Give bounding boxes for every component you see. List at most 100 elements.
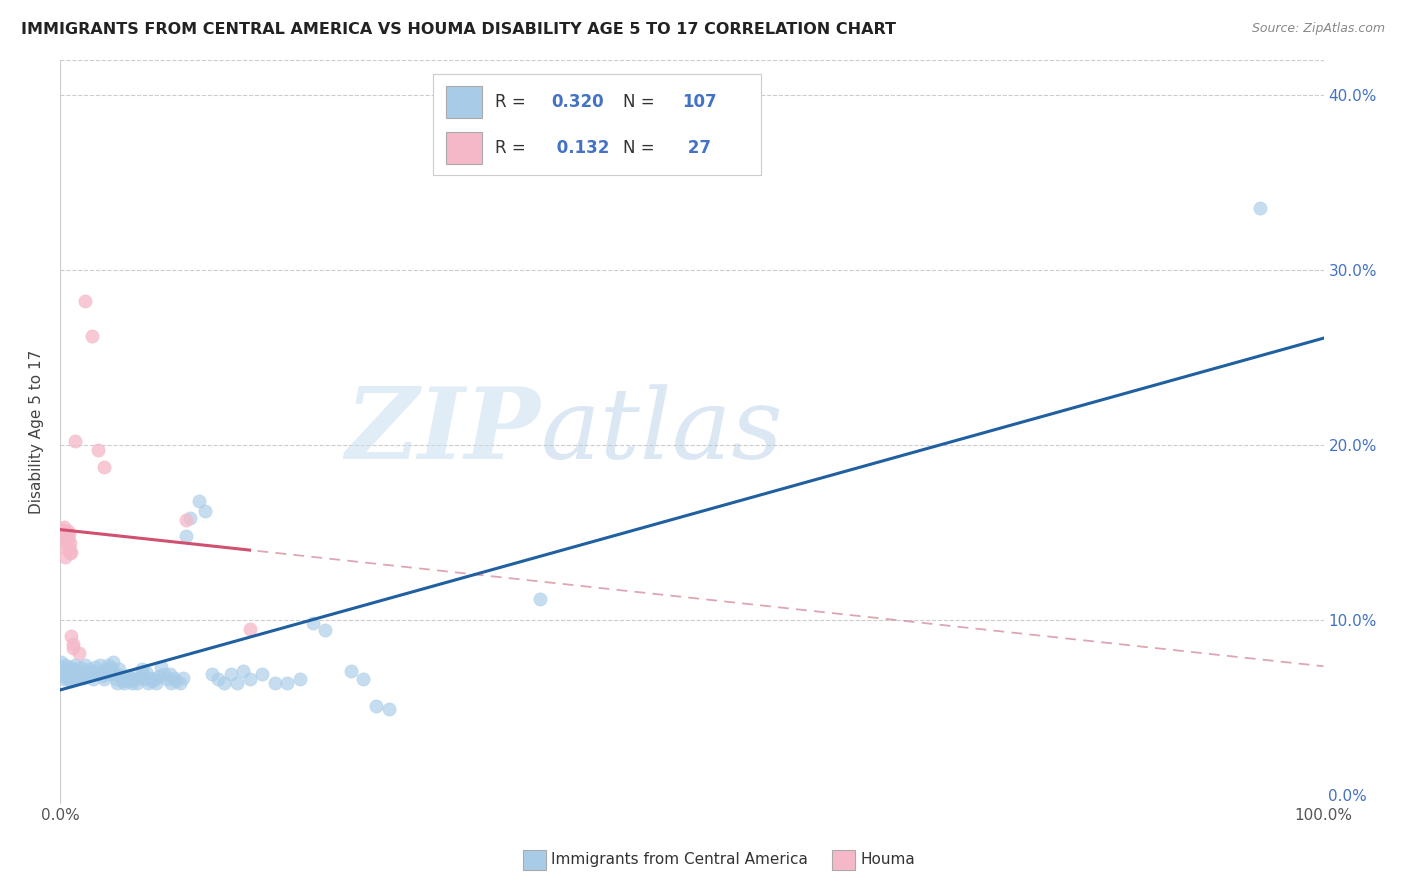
Point — [148, 669, 170, 683]
Point — [101, 665, 124, 680]
Point — [56, 662, 79, 676]
Point — [152, 667, 174, 681]
Point — [80, 329, 103, 343]
Point — [56, 524, 79, 538]
Point — [232, 664, 254, 678]
Point — [76, 667, 98, 681]
Point — [131, 662, 153, 676]
Point — [55, 671, 77, 685]
Point — [194, 504, 217, 518]
Point — [51, 662, 73, 676]
Point — [59, 660, 82, 674]
Point — [122, 673, 145, 687]
Point — [56, 669, 79, 683]
Point — [101, 655, 124, 669]
Point — [82, 673, 104, 687]
Point — [104, 673, 127, 687]
Point — [63, 665, 86, 680]
Point — [201, 667, 224, 681]
Point — [52, 520, 75, 534]
Point — [62, 669, 84, 683]
Point — [352, 673, 374, 687]
Point — [72, 671, 94, 685]
Point — [75, 658, 97, 673]
Point — [108, 662, 131, 676]
Text: IMMIGRANTS FROM CENTRAL AMERICA VS HOUMA DISABILITY AGE 5 TO 17 CORRELATION CHAR: IMMIGRANTS FROM CENTRAL AMERICA VS HOUMA… — [21, 22, 896, 37]
Point — [52, 533, 75, 547]
Point — [58, 673, 80, 687]
Point — [110, 671, 132, 685]
Point — [52, 660, 75, 674]
Point — [263, 675, 285, 690]
Y-axis label: Disability Age 5 to 17: Disability Age 5 to 17 — [30, 350, 44, 514]
Point — [51, 524, 73, 538]
Point — [87, 667, 110, 681]
Point — [75, 294, 97, 309]
Point — [94, 662, 117, 676]
Point — [87, 442, 110, 457]
Point — [84, 660, 107, 674]
Point — [276, 675, 298, 690]
Point — [179, 511, 201, 525]
Point — [238, 622, 260, 636]
Point — [51, 667, 73, 681]
Point — [188, 493, 211, 508]
Point — [176, 529, 198, 543]
Text: Immigrants from Central America: Immigrants from Central America — [551, 853, 808, 867]
Point — [115, 669, 138, 683]
Point — [107, 667, 129, 681]
Point — [53, 541, 76, 555]
Point — [67, 669, 90, 683]
Point — [51, 655, 73, 669]
Point — [65, 673, 87, 687]
Point — [63, 671, 86, 685]
Point — [1249, 202, 1271, 216]
Point — [60, 664, 83, 678]
Point — [62, 640, 84, 655]
Point — [80, 665, 103, 680]
Point — [529, 591, 551, 606]
Point — [103, 667, 125, 681]
Point — [118, 674, 141, 689]
Point — [89, 658, 111, 673]
Point — [207, 673, 229, 687]
Point — [77, 662, 100, 676]
Point — [59, 535, 82, 549]
Point — [55, 535, 77, 549]
Point — [59, 546, 82, 560]
Point — [105, 675, 128, 690]
Point — [83, 664, 105, 678]
Point — [58, 665, 80, 680]
Point — [364, 698, 387, 713]
Point — [226, 675, 249, 690]
Point — [53, 667, 76, 681]
Text: ZIP: ZIP — [346, 384, 540, 480]
Point — [377, 702, 399, 716]
Point — [159, 667, 181, 681]
Point — [339, 664, 361, 678]
Point — [125, 667, 148, 681]
Point — [93, 460, 115, 475]
Point — [128, 671, 150, 685]
Point — [60, 674, 83, 689]
Point — [65, 667, 87, 681]
Point — [58, 527, 80, 541]
Point — [172, 671, 194, 685]
Point — [169, 675, 191, 690]
Point — [93, 673, 115, 687]
Point — [139, 671, 162, 685]
Point — [62, 637, 84, 651]
Point — [114, 673, 136, 687]
Point — [150, 660, 173, 674]
Point — [90, 669, 112, 683]
Point — [73, 664, 96, 678]
Point — [70, 667, 93, 681]
Point — [59, 667, 82, 681]
Point — [55, 527, 77, 541]
Point — [141, 674, 163, 689]
Point — [56, 533, 79, 547]
Point — [97, 658, 120, 673]
Point — [63, 658, 86, 673]
Point — [52, 673, 75, 687]
Point — [219, 667, 242, 681]
